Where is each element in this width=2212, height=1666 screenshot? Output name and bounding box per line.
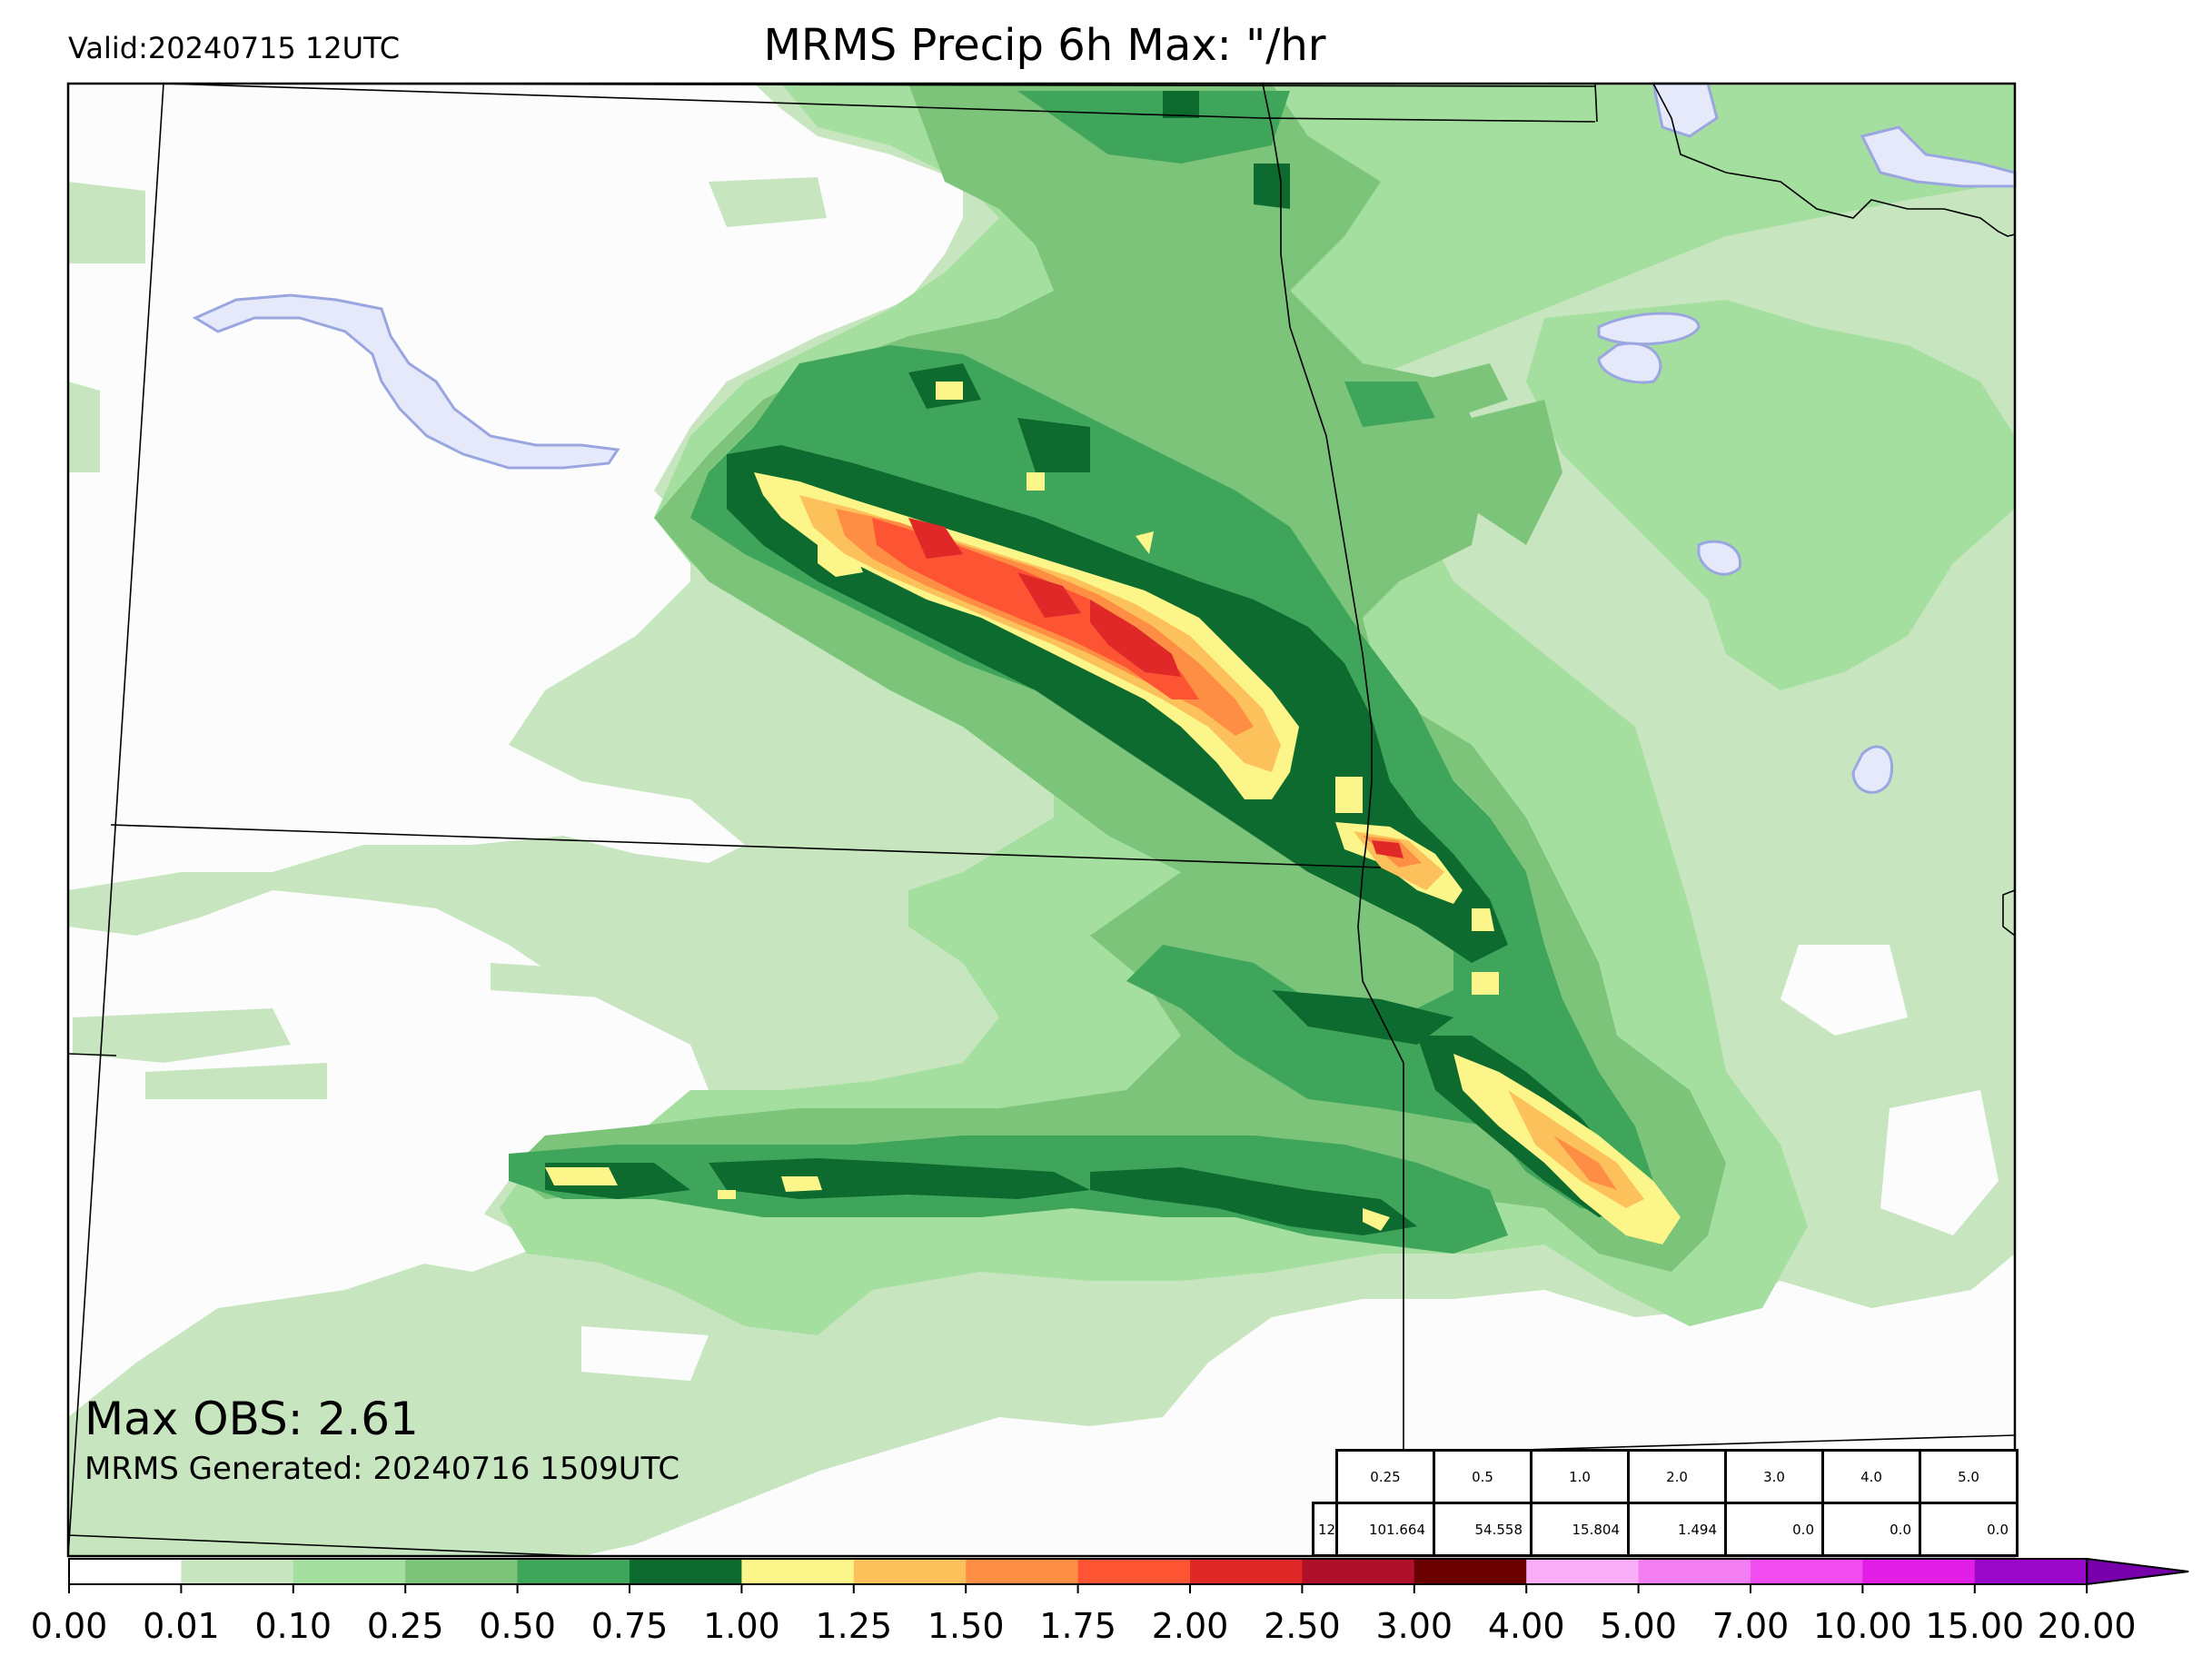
threshold-header-cell: 0.25 xyxy=(1335,1449,1435,1504)
border-lines xyxy=(1652,83,2016,937)
colorbar-segment xyxy=(1077,1559,1191,1584)
lakes xyxy=(192,82,2017,794)
threshold-header-cell: 0.5 xyxy=(1433,1449,1533,1504)
colorbar-segment xyxy=(1638,1559,1751,1584)
colorbar-segment xyxy=(1862,1559,1976,1584)
colorbar-tick-label: 0.75 xyxy=(590,1606,669,1646)
precip-red-200 xyxy=(908,518,1404,858)
precip-red-175 xyxy=(872,518,1199,699)
colorbar-segment xyxy=(1526,1559,1640,1584)
colorbar-tick-label: 0.50 xyxy=(479,1606,556,1646)
colorbar-tick-label: 0.01 xyxy=(143,1606,220,1646)
colorbar-segment xyxy=(966,1559,1079,1584)
threshold-value-cell: 0.0 xyxy=(1821,1502,1921,1557)
threshold-value-cell: 15.804 xyxy=(1530,1502,1630,1557)
threshold-value-cell: 1.494 xyxy=(1627,1502,1727,1557)
threshold-header-cell: 2.0 xyxy=(1627,1449,1727,1504)
threshold-value-cell: 101.664 xyxy=(1335,1502,1435,1557)
colorbar-segment xyxy=(1413,1559,1527,1584)
map-frame xyxy=(66,82,2017,1558)
colorbar-extend-arrow xyxy=(2086,1557,2189,1586)
colorbar-segment xyxy=(741,1559,855,1584)
colorbar-tick-label: 1.75 xyxy=(1039,1606,1116,1646)
colorbar-tick-label: 1.00 xyxy=(703,1606,780,1646)
colorbar-tick-label: 0.00 xyxy=(30,1606,108,1646)
colorbar-segment xyxy=(517,1559,630,1584)
colorbar-segment xyxy=(630,1559,742,1584)
colorbar-tick-label: 4.00 xyxy=(1487,1606,1565,1646)
colorbar-tick-label: 1.25 xyxy=(815,1606,893,1646)
colorbar-tick-label: 10.00 xyxy=(1812,1606,1912,1646)
threshold-value-cell: 0.0 xyxy=(1724,1502,1824,1557)
colorbar-segment xyxy=(1302,1559,1415,1584)
threshold-value-cell: 0.0 xyxy=(1919,1502,2019,1557)
colorbar xyxy=(68,1557,2189,1593)
colorbar-tick-label: 5.00 xyxy=(1600,1606,1677,1646)
map-title: MRMS Precip 6h Max: "/hr xyxy=(763,20,1326,71)
threshold-header-cell: 4.0 xyxy=(1821,1449,1921,1504)
generated-label: MRMS Generated: 20240716 1509UTC xyxy=(84,1451,680,1487)
colorbar-segment xyxy=(1190,1559,1303,1584)
colorbar-tick-label: 7.00 xyxy=(1711,1606,1790,1646)
colorbar-tick-label: 3.00 xyxy=(1375,1606,1453,1646)
colorbar-tick-label: 2.00 xyxy=(1151,1606,1229,1646)
colorbar-segment xyxy=(405,1559,519,1584)
colorbar-tick-label: 0.10 xyxy=(254,1606,332,1646)
colorbar-segment xyxy=(1974,1559,2088,1584)
colorbar-segment xyxy=(69,1559,182,1584)
colorbar-segment xyxy=(853,1559,967,1584)
max-obs-label: Max OBS: 2.61 xyxy=(84,1393,419,1445)
colorbar-tick-label: 20.00 xyxy=(2037,1606,2137,1646)
threshold-value-cell: 54.558 xyxy=(1433,1502,1533,1557)
colorbar-tick-label: 1.50 xyxy=(927,1606,1005,1646)
colorbar-tick-label: 0.25 xyxy=(366,1606,444,1646)
colorbar-segment xyxy=(1751,1559,1863,1584)
threshold-header-cell: 3.0 xyxy=(1724,1449,1824,1504)
threshold-header-cell: 1.0 xyxy=(1530,1449,1630,1504)
colorbar-tick-label: 2.50 xyxy=(1264,1606,1341,1646)
colorbar-tick-label: 15.00 xyxy=(1925,1606,2025,1646)
valid-time-label: Valid:20240715 12UTC xyxy=(68,31,401,65)
colorbar-segment xyxy=(181,1559,294,1584)
threshold-header-cell: 5.0 xyxy=(1919,1449,2019,1504)
colorbar-segment xyxy=(293,1559,406,1584)
